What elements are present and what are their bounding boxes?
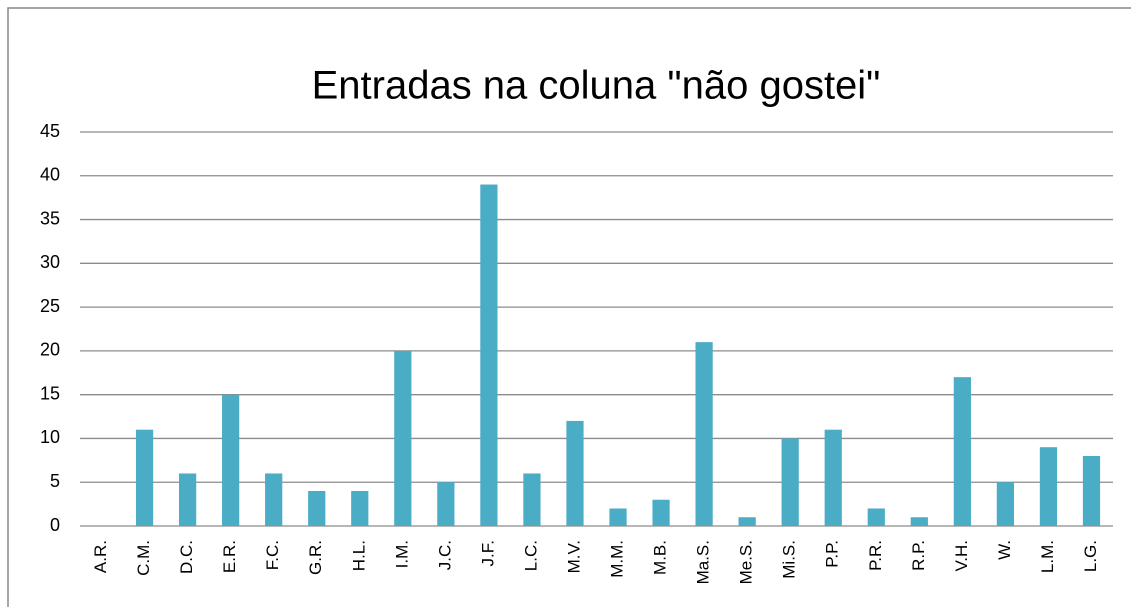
bar (308, 490, 326, 526)
y-tick-label: 45 (40, 121, 60, 141)
y-tick-label: 0 (50, 515, 60, 535)
bar (867, 508, 885, 526)
x-tick-label: E.R. (220, 540, 239, 573)
x-tick-label: F.C. (263, 540, 282, 570)
y-tick-label: 15 (40, 383, 60, 403)
x-tick-label: W. (995, 540, 1014, 560)
x-tick-label: V.H. (952, 540, 971, 572)
bar (566, 420, 584, 526)
chart-title: Entradas na coluna "não gostei" (312, 64, 881, 108)
x-tick-label: L.M. (1038, 540, 1057, 573)
x-tick-label: G.R. (306, 540, 325, 575)
x-tick-label: J.F. (478, 540, 497, 566)
bar (824, 429, 842, 526)
bar (996, 482, 1015, 526)
y-tick-label: 40 (40, 165, 60, 185)
x-tick-label: Mi.S. (780, 540, 799, 579)
x-tick-label: A.R. (91, 540, 110, 573)
bar (1039, 447, 1058, 526)
y-tick-label: 10 (40, 427, 60, 447)
x-tick-label: M.M. (608, 540, 627, 578)
bar (1082, 455, 1101, 526)
bar (523, 473, 541, 526)
x-tick-label: M.B. (651, 540, 670, 575)
bar (178, 473, 197, 526)
x-tick-label: J.C. (435, 540, 454, 570)
x-tick-label: M.V. (564, 540, 583, 573)
x-tick-label: H.L. (349, 540, 368, 571)
x-tick-label: L.C. (521, 540, 540, 571)
x-tick-label: P.R. (866, 540, 885, 571)
bar (781, 438, 799, 526)
y-tick-label: 30 (40, 252, 60, 272)
bar (738, 517, 756, 526)
bar (135, 429, 154, 526)
bar (222, 394, 240, 526)
x-tick-label: I.M. (392, 540, 411, 568)
y-tick-label: 35 (40, 208, 60, 228)
x-tick-label: D.C. (177, 540, 196, 574)
bar (910, 517, 928, 526)
bar (437, 482, 455, 526)
bar (953, 377, 971, 526)
bar (265, 473, 283, 526)
bar (695, 342, 713, 526)
y-tick-label: 20 (40, 340, 60, 360)
bar (480, 184, 498, 527)
x-tick-label: L.G. (1081, 540, 1100, 572)
bar (609, 508, 627, 526)
bar (394, 350, 412, 526)
x-tick-label: R.P. (909, 540, 928, 571)
y-tick-label: 5 (50, 471, 60, 491)
x-tick-label: Me.S. (737, 540, 756, 584)
x-tick-label: C.M. (134, 540, 153, 576)
x-tick-label: P.P. (823, 540, 842, 568)
x-tick-label: Ma.S. (694, 540, 713, 584)
y-tick-label: 25 (40, 296, 60, 316)
bar (652, 499, 670, 526)
bar (351, 490, 369, 526)
